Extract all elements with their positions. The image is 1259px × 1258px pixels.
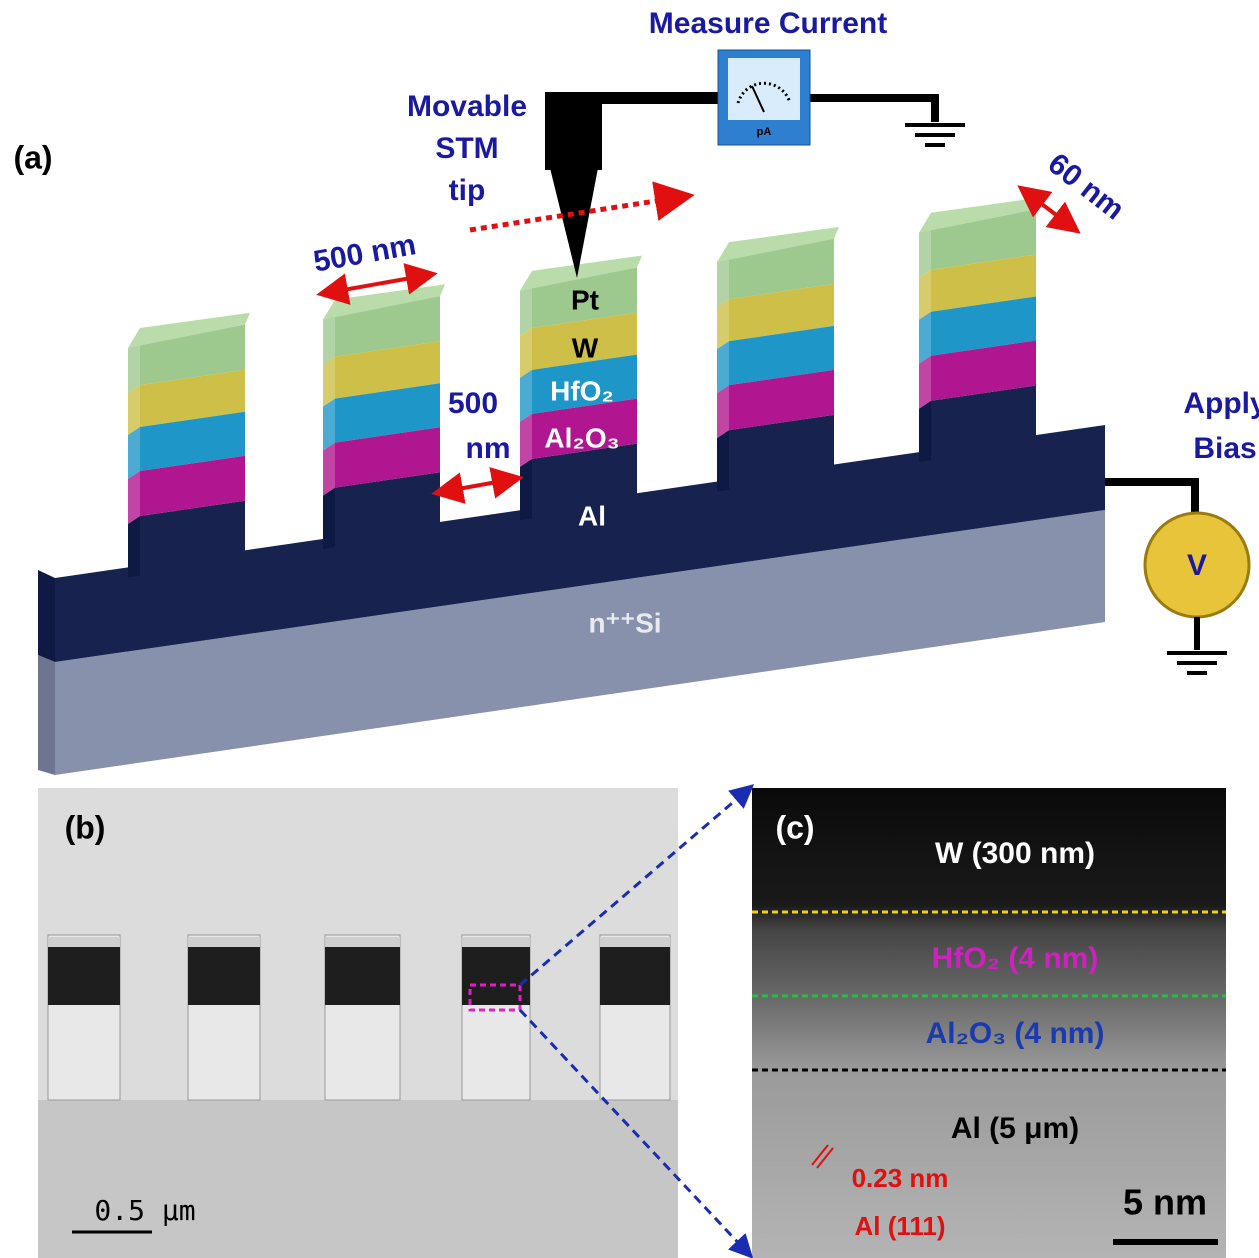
layer-label: HfO₂ (4 nm) bbox=[932, 942, 1099, 975]
label: V bbox=[1187, 549, 1207, 582]
panel-label: (a) bbox=[13, 139, 52, 175]
label: Bias bbox=[1193, 432, 1256, 465]
label: Measure Current bbox=[649, 7, 887, 40]
figure: (a) Measure Current pA Movable STM tip P… bbox=[0, 0, 1259, 1258]
layer-side bbox=[717, 385, 729, 438]
pillar-top bbox=[48, 945, 120, 1005]
layer-side bbox=[128, 340, 140, 393]
pillar-cap bbox=[325, 937, 400, 947]
layer-label: Al (5 μm) bbox=[951, 1112, 1079, 1145]
layer-side bbox=[919, 312, 931, 364]
dimension-arrow bbox=[447, 480, 508, 491]
ground bbox=[905, 125, 965, 145]
label: Apply bbox=[1183, 387, 1259, 420]
layer-side bbox=[520, 328, 532, 378]
layer-label: n⁺⁺Si bbox=[588, 607, 661, 638]
pillar-side bbox=[128, 516, 140, 577]
ground bbox=[1167, 653, 1227, 673]
pillar-top bbox=[325, 945, 400, 1005]
pillar-cap bbox=[462, 937, 530, 947]
pillar-cap bbox=[48, 937, 120, 947]
dimension-label: 500 nm bbox=[311, 228, 419, 278]
layer-side bbox=[717, 254, 729, 307]
wire bbox=[805, 98, 935, 122]
si-side bbox=[38, 655, 55, 775]
panel-label: (c) bbox=[775, 809, 814, 845]
label: Movable bbox=[407, 90, 527, 123]
scale-label: 0.5 μm bbox=[94, 1194, 195, 1227]
layer-label: Pt bbox=[571, 284, 599, 315]
pillar-side bbox=[323, 488, 335, 549]
annotation: Al (111) bbox=[854, 1211, 945, 1241]
dimension-label: nm bbox=[466, 432, 511, 465]
pillar-top bbox=[600, 945, 670, 1005]
pillar-cap bbox=[188, 937, 260, 947]
layer-label: Al₂O₃ bbox=[544, 422, 619, 453]
pillar-top bbox=[188, 945, 260, 1005]
label: tip bbox=[449, 174, 486, 207]
panel-label: (b) bbox=[65, 809, 106, 845]
layer-label: W bbox=[572, 332, 599, 363]
layer-side bbox=[520, 370, 532, 422]
substrate bbox=[38, 1100, 678, 1258]
wire bbox=[545, 92, 725, 104]
scale-label: 5 nm bbox=[1123, 1182, 1207, 1223]
wire bbox=[1105, 482, 1195, 512]
layer-side bbox=[919, 356, 931, 409]
tem-image bbox=[38, 788, 678, 1258]
layer-label: Al₂O₃ (4 nm) bbox=[926, 1017, 1105, 1050]
al-side bbox=[38, 570, 55, 662]
layer-side bbox=[323, 399, 335, 451]
layer-side bbox=[717, 299, 729, 349]
annotation: 0.23 nm bbox=[852, 1163, 949, 1193]
pillar-side bbox=[919, 401, 931, 462]
pillar-side bbox=[520, 459, 532, 520]
label: STM bbox=[435, 132, 498, 165]
layer-side bbox=[128, 427, 140, 479]
layer-label: Al bbox=[578, 500, 606, 531]
layer-side bbox=[919, 270, 931, 320]
unit: pA bbox=[757, 126, 772, 138]
layer-side bbox=[717, 341, 729, 393]
pillar-side bbox=[717, 430, 729, 491]
layer-side bbox=[323, 443, 335, 496]
layer-side bbox=[520, 283, 532, 336]
layer-label: HfO₂ bbox=[550, 375, 614, 406]
pillar-cap bbox=[600, 937, 670, 947]
layer-side bbox=[520, 414, 532, 467]
layer-side bbox=[323, 357, 335, 407]
layer-side bbox=[323, 312, 335, 365]
layer-side bbox=[128, 385, 140, 435]
dimension-label: 500 bbox=[448, 387, 498, 420]
layer-side bbox=[919, 225, 931, 278]
tip bbox=[550, 168, 598, 278]
layer-side bbox=[128, 471, 140, 524]
layer-label: W (300 nm) bbox=[935, 837, 1095, 870]
